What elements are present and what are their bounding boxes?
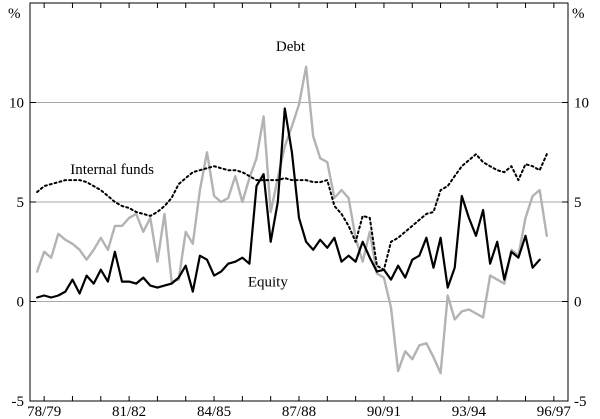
x-tick-label: 78/79 xyxy=(27,404,61,419)
series-lines xyxy=(35,65,548,375)
y-unit-left: % xyxy=(8,6,21,22)
y-tick-label-right: 0 xyxy=(574,295,582,311)
y-tick-label-left: -5 xyxy=(12,394,25,410)
label-debt: Debt xyxy=(276,39,306,55)
series-internal-funds xyxy=(36,153,548,271)
tick-labels: -5 -5 0 0 5 5 10 10% % 78/79 81/82 84/85 87/88 90/91 9… xyxy=(8,6,589,419)
x-tick-label: 93/94 xyxy=(452,404,487,419)
x-tick-label: 87/88 xyxy=(282,404,316,419)
y-tick-label-right: 10 xyxy=(574,96,589,112)
y-tick-label-left: 10 xyxy=(9,96,24,112)
series-equity xyxy=(36,107,541,299)
x-tick-label: 90/91 xyxy=(367,404,401,419)
x-tick-label: 96/97 xyxy=(537,404,572,419)
annotations: Debt Internal funds Equity xyxy=(70,39,306,291)
y-unit-right: % xyxy=(572,6,585,22)
label-internal-funds: Internal funds xyxy=(70,162,154,178)
axes xyxy=(29,2,569,402)
y-tick-label-left: 5 xyxy=(17,195,25,211)
y-tick-label-right: 5 xyxy=(574,195,582,211)
y-tick-label-left: 0 xyxy=(17,295,25,311)
x-tick-label: 84/85 xyxy=(197,404,231,419)
series-debt xyxy=(35,65,548,375)
x-tick-label: 81/82 xyxy=(112,404,146,419)
label-equity: Equity xyxy=(248,275,288,291)
y-tick-label-right: -5 xyxy=(574,394,587,410)
